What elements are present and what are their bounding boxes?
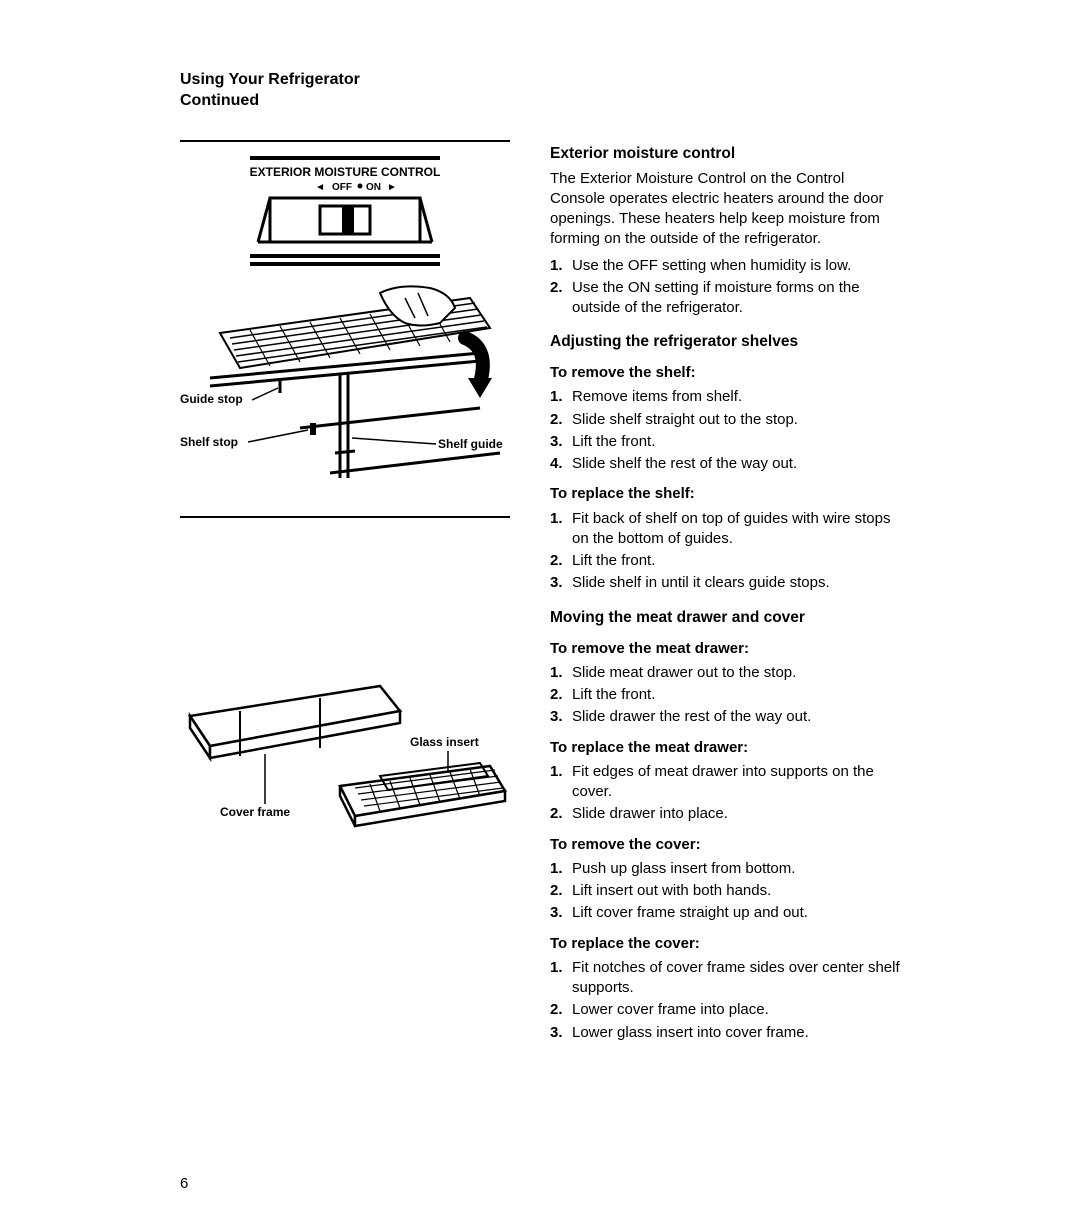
page-number: 6	[180, 1175, 188, 1192]
manual-page: Using Your Refrigerator Continued EXTERI…	[0, 0, 1080, 1085]
list-item: Slide shelf straight out to the stop.	[550, 410, 900, 430]
header-line-2: Continued	[180, 91, 900, 112]
text-column: Exterior moisture control The Exterior M…	[550, 140, 900, 1045]
sec2-sub2-list: Fit back of shelf on top of guides with …	[550, 509, 900, 594]
moisture-control-svg: EXTERIOR MOISTURE CONTROL ◄ OFF ON ►	[210, 150, 480, 270]
two-column-layout: EXTERIOR MOISTURE CONTROL ◄ OFF ON ►	[180, 140, 900, 1045]
sec3-sub4-title: To replace the cover:	[550, 934, 900, 954]
list-item: Slide drawer into place.	[550, 804, 900, 824]
sec3-sub2-list: Fit edges of meat drawer into supports o…	[550, 762, 900, 825]
sec1-intro: The Exterior Moisture Control on the Con…	[550, 169, 900, 250]
list-item: Lift insert out with both hands.	[550, 881, 900, 901]
sec2-sub1-list: Remove items from shelf. Slide shelf str…	[550, 387, 900, 474]
shelf-svg: Guide stop Shelf stop Shelf guide	[180, 278, 510, 508]
figure-column: EXTERIOR MOISTURE CONTROL ◄ OFF ON ►	[180, 140, 510, 1045]
fig2-shelf-guide: Shelf guide	[438, 437, 503, 451]
fig1-on: ON	[366, 182, 381, 193]
sec1-title: Exterior moisture control	[550, 144, 900, 165]
list-item: Lift the front.	[550, 551, 900, 571]
list-item: Remove items from shelf.	[550, 387, 900, 407]
rule-top-1	[180, 140, 510, 142]
list-item: Push up glass insert from bottom.	[550, 859, 900, 879]
fig2-shelf-stop: Shelf stop	[180, 435, 238, 449]
list-item: Use the OFF setting when humidity is low…	[550, 256, 900, 276]
sec3-title: Moving the meat drawer and cover	[550, 608, 900, 629]
sec2-title: Adjusting the refrigerator shelves	[550, 332, 900, 353]
fig1-off: OFF	[332, 182, 352, 193]
list-item: Lift the front.	[550, 432, 900, 452]
cover-svg: Glass insert Cover frame	[180, 676, 510, 876]
list-item: Lower glass insert into cover frame.	[550, 1023, 900, 1043]
list-item: Fit notches of cover frame sides over ce…	[550, 958, 900, 999]
fig2-guide-stop: Guide stop	[180, 392, 243, 406]
list-item: Lift the front.	[550, 685, 900, 705]
sec3-sub4-list: Fit notches of cover frame sides over ce…	[550, 958, 900, 1043]
header-line-1: Using Your Refrigerator	[180, 70, 900, 91]
svg-text:◄: ◄	[315, 182, 325, 193]
sec2-sub1-title: To remove the shelf:	[550, 363, 900, 383]
svg-text:►: ►	[387, 182, 397, 193]
sec3-sub3-list: Push up glass insert from bottom. Lift i…	[550, 859, 900, 924]
sec1-list: Use the OFF setting when humidity is low…	[550, 256, 900, 319]
list-item: Fit edges of meat drawer into supports o…	[550, 762, 900, 803]
figure-moisture-control: EXTERIOR MOISTURE CONTROL ◄ OFF ON ►	[180, 150, 510, 270]
figure-cover: Glass insert Cover frame	[180, 676, 510, 876]
sec2-sub2-title: To replace the shelf:	[550, 484, 900, 504]
list-item: Lift cover frame straight up and out.	[550, 903, 900, 923]
list-item: Slide shelf in until it clears guide sto…	[550, 573, 900, 593]
list-item: Lower cover frame into place.	[550, 1000, 900, 1020]
page-header: Using Your Refrigerator Continued	[180, 70, 900, 112]
list-item: Slide drawer the rest of the way out.	[550, 707, 900, 727]
sec3-sub3-title: To remove the cover:	[550, 835, 900, 855]
list-item: Use the ON setting if moisture forms on …	[550, 278, 900, 319]
list-item: Fit back of shelf on top of guides with …	[550, 509, 900, 550]
list-item: Slide shelf the rest of the way out.	[550, 454, 900, 474]
sec3-sub2-title: To replace the meat drawer:	[550, 738, 900, 758]
sec3-sub1-list: Slide meat drawer out to the stop. Lift …	[550, 663, 900, 728]
sec3-sub1-title: To remove the meat drawer:	[550, 639, 900, 659]
fig1-title: EXTERIOR MOISTURE CONTROL	[250, 165, 441, 179]
list-item: Slide meat drawer out to the stop.	[550, 663, 900, 683]
spacer	[180, 518, 510, 668]
fig3-cover-frame: Cover frame	[220, 805, 290, 819]
figure-shelf: Guide stop Shelf stop Shelf guide	[180, 278, 510, 508]
fig3-glass-insert: Glass insert	[410, 735, 479, 749]
